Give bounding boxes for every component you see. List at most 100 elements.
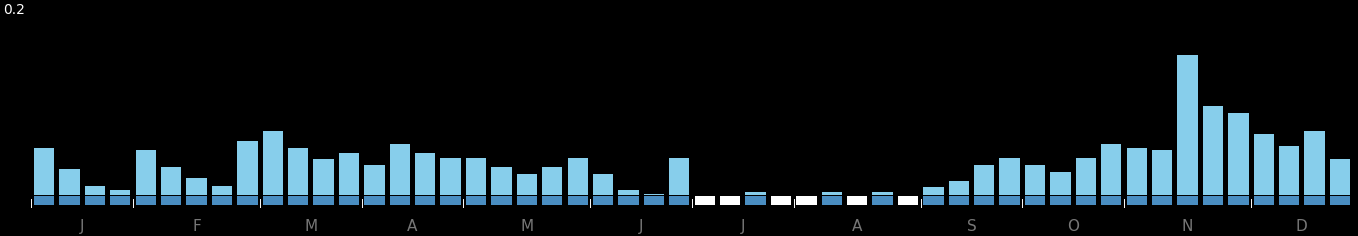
Bar (34, 196, 54, 205)
Bar (1127, 148, 1148, 195)
Bar (1076, 196, 1096, 205)
Bar (999, 196, 1020, 205)
Bar (593, 174, 614, 195)
Bar (186, 196, 206, 205)
Bar (542, 196, 562, 205)
Bar (669, 158, 690, 195)
Bar (1050, 196, 1070, 205)
Text: A: A (407, 219, 418, 234)
Bar (416, 153, 436, 195)
Bar (492, 196, 512, 205)
Bar (923, 196, 944, 205)
Bar (1152, 150, 1172, 195)
Text: M: M (520, 219, 534, 234)
Bar (364, 196, 384, 205)
Bar (516, 174, 536, 195)
Bar (440, 158, 460, 195)
Bar (746, 192, 766, 195)
Bar (288, 148, 308, 195)
Bar (872, 196, 892, 205)
Bar (568, 196, 588, 205)
Bar (949, 196, 970, 205)
Bar (1329, 160, 1350, 195)
Bar (542, 167, 562, 195)
Bar (1279, 146, 1300, 195)
Text: A: A (851, 219, 862, 234)
Bar (136, 196, 156, 205)
Bar (84, 196, 105, 205)
Bar (466, 196, 486, 205)
Text: O: O (1067, 219, 1080, 234)
Bar (1050, 172, 1070, 195)
Bar (1177, 196, 1198, 205)
Bar (999, 158, 1020, 195)
Bar (390, 196, 410, 205)
Bar (314, 196, 334, 205)
Bar (516, 196, 536, 205)
Bar (212, 196, 232, 205)
Bar (1152, 196, 1172, 205)
Bar (1203, 106, 1224, 195)
Bar (34, 148, 54, 195)
Bar (720, 196, 740, 205)
Bar (1177, 55, 1198, 195)
Bar (212, 186, 232, 195)
Bar (1127, 196, 1148, 205)
Bar (1253, 134, 1274, 195)
Bar (1279, 196, 1300, 205)
Bar (262, 196, 282, 205)
Bar (238, 196, 258, 205)
Bar (822, 196, 842, 205)
Bar (466, 158, 486, 195)
Bar (1329, 196, 1350, 205)
Bar (898, 196, 918, 205)
Bar (340, 196, 359, 205)
Text: J: J (740, 219, 746, 234)
Text: M: M (304, 219, 318, 234)
Bar (949, 181, 970, 195)
Text: N: N (1181, 219, 1194, 234)
Bar (440, 196, 460, 205)
Bar (110, 190, 130, 195)
Bar (669, 196, 690, 205)
Bar (822, 192, 842, 195)
Bar (618, 196, 638, 205)
Bar (796, 196, 816, 205)
Bar (1228, 113, 1248, 195)
Bar (288, 196, 308, 205)
Bar (416, 196, 436, 205)
Bar (1101, 196, 1122, 205)
Bar (771, 196, 792, 205)
Bar (60, 169, 80, 195)
Bar (644, 196, 664, 205)
Bar (1025, 165, 1046, 195)
Bar (162, 167, 181, 195)
Bar (644, 194, 664, 195)
Bar (1203, 196, 1224, 205)
Bar (186, 178, 206, 195)
Bar (262, 131, 282, 195)
Bar (492, 167, 512, 195)
Bar (1305, 131, 1325, 195)
Bar (593, 196, 614, 205)
Text: F: F (191, 219, 201, 234)
Bar (618, 190, 638, 195)
Bar (238, 141, 258, 195)
Text: J: J (80, 219, 84, 234)
Bar (84, 186, 105, 195)
Bar (314, 160, 334, 195)
Bar (974, 165, 994, 195)
Bar (340, 153, 359, 195)
Bar (872, 192, 892, 195)
Bar (847, 196, 868, 205)
Bar (568, 158, 588, 195)
Bar (694, 196, 714, 205)
Bar (390, 144, 410, 195)
Bar (1025, 196, 1046, 205)
Bar (162, 196, 181, 205)
Bar (1253, 196, 1274, 205)
Bar (974, 196, 994, 205)
Bar (746, 196, 766, 205)
Bar (1101, 144, 1122, 195)
Text: D: D (1296, 219, 1308, 234)
